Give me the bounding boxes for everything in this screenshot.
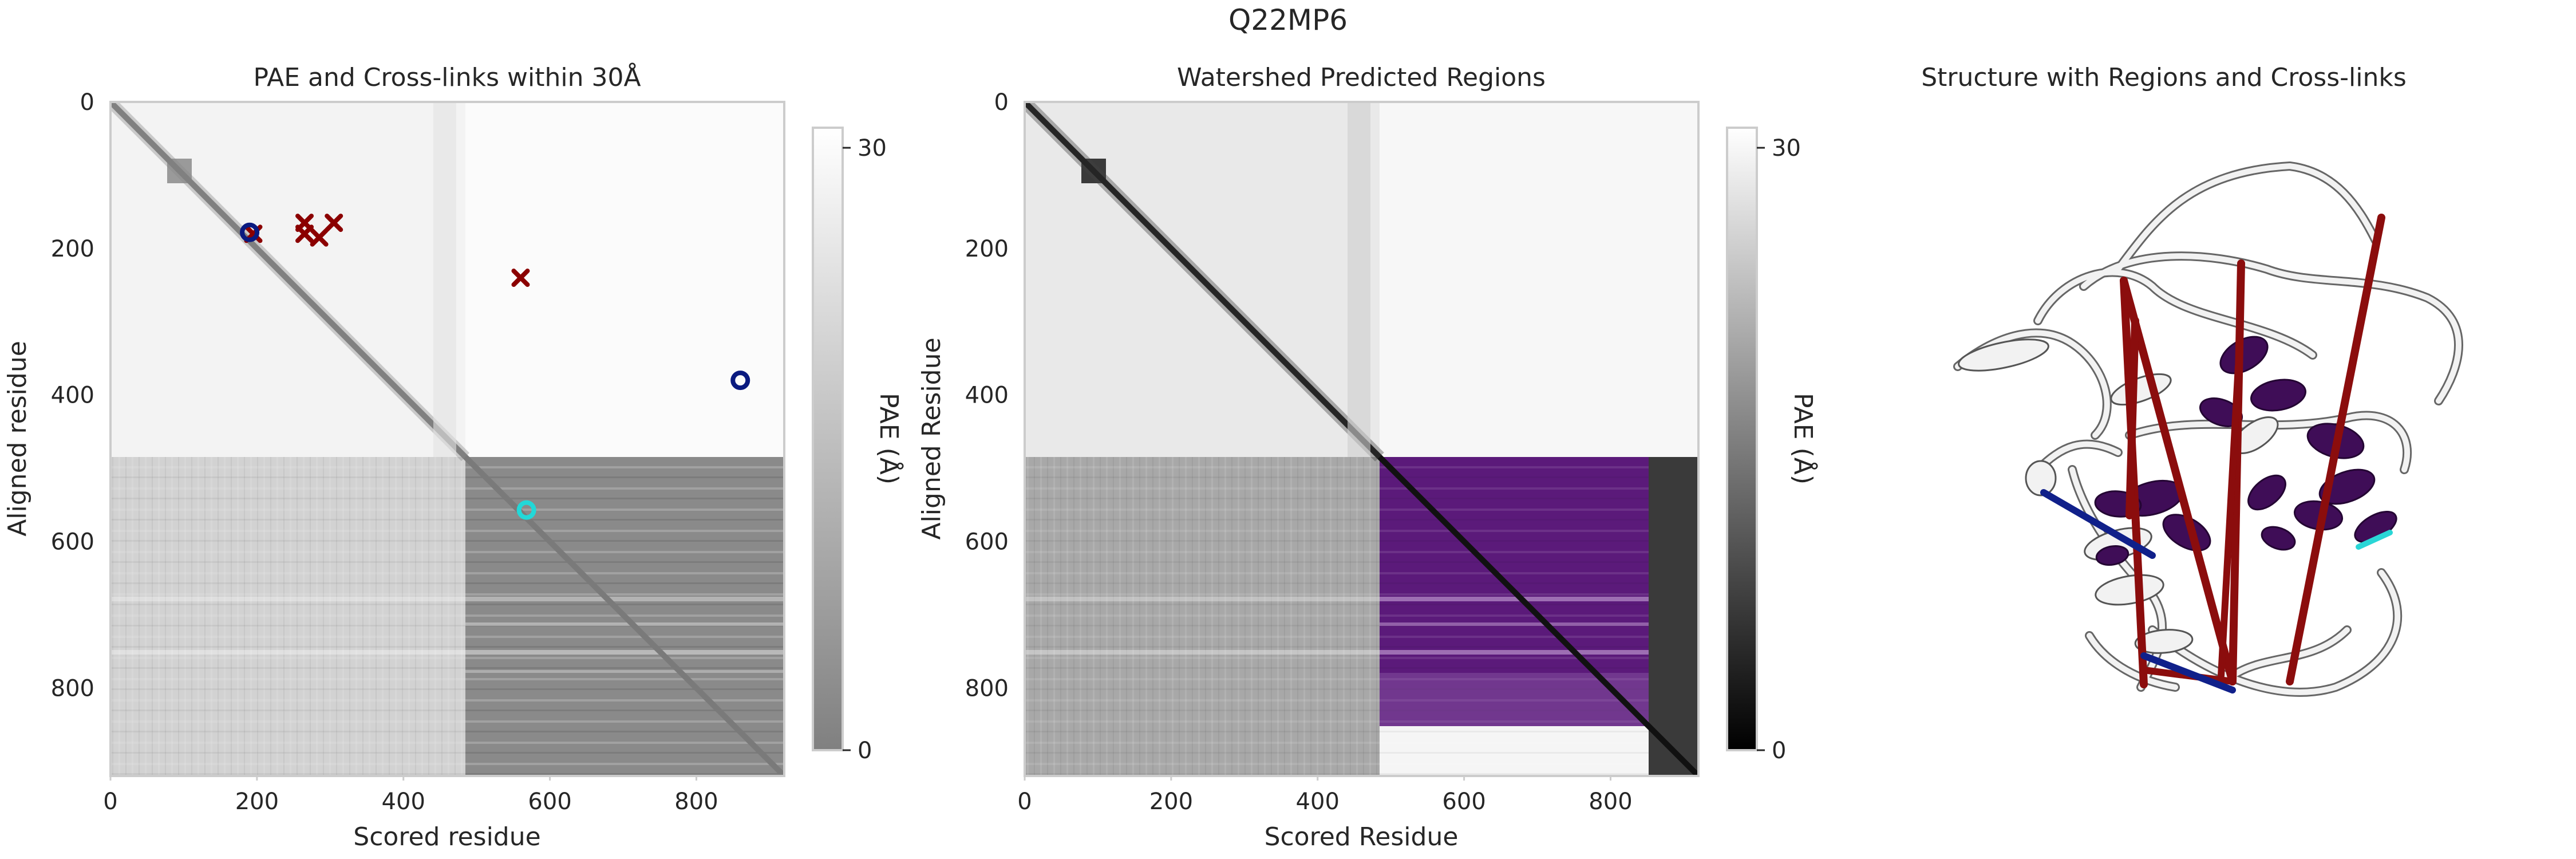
crosslink-x-stroke: [511, 269, 530, 287]
colorbar-tick-label: 0: [858, 738, 872, 764]
y-tick-label: 400: [51, 383, 94, 409]
panel2-ylabel: Aligned Residue: [917, 337, 946, 539]
protein-structure-image: [1953, 161, 2463, 697]
colorbar-1: [812, 127, 844, 751]
x-tick-label: 0: [103, 789, 117, 815]
panel1-xlabel: Scored residue: [353, 822, 540, 852]
crosslink-x-stroke: [295, 224, 314, 243]
crosslink-x-marker-red: [511, 269, 530, 287]
colorbar-2-ticks: 0 30: [1757, 135, 1801, 764]
y-tick-label: 200: [965, 236, 1009, 262]
colorbar-tick-label: 30: [858, 135, 887, 161]
panel2-title: Watershed Predicted Regions: [1177, 63, 1546, 92]
x-tick-label: 0: [1017, 789, 1032, 815]
colorbar-2-label: PAE (Å): [1788, 393, 1819, 484]
y-tick-label: 200: [51, 236, 94, 262]
crosslink-x-marker-red: [295, 224, 314, 243]
pae-heatmap-2-frame: [1024, 101, 1700, 777]
panel3-title: Structure with Regions and Cross-links: [1921, 63, 2407, 92]
colorbar-2: [1726, 127, 1758, 751]
y-tick-label: 800: [51, 675, 94, 702]
crosslink-x-marker-red: [325, 214, 343, 233]
crosslink-markers: [240, 214, 750, 520]
pae-heatmap-2: [1025, 102, 1698, 776]
x-tick-labels-1: 0 200 400 600 800: [103, 776, 718, 815]
x-tick-label: 200: [1149, 789, 1193, 815]
y-tick-labels-1: 0 200 400 600 800: [51, 89, 94, 702]
x-tick-label: 400: [1296, 789, 1340, 815]
x-tick-labels-2: 0 200 400 600 800: [1017, 776, 1633, 815]
y-tick-label: 400: [965, 383, 1009, 409]
crosslink-circle-marker-cyan: [516, 500, 536, 520]
colorbar-1-label: PAE (Å): [874, 393, 904, 484]
watershed-panel: Watershed Predicted Regions 0 200 400 600 8: [917, 63, 1819, 852]
x-tick-label: 400: [382, 789, 425, 815]
y-tick-label: 0: [80, 89, 94, 116]
pae-crosslinks-panel: PAE and Cross-links within 30Å: [3, 62, 904, 852]
pae-heatmap-1: [110, 102, 784, 776]
colorbar-tick-label: 0: [1772, 738, 1786, 764]
crosslink-circle-marker-navy: [240, 222, 260, 242]
y-tick-labels-2: 0 200 400 600 800: [965, 89, 1009, 702]
x-tick-label: 600: [1442, 789, 1485, 815]
crosslink-circle-marker-navy: [730, 371, 750, 391]
colorbar-tick-label: 30: [1772, 135, 1801, 161]
x-tick-label: 800: [1589, 789, 1632, 815]
structure-panel: Structure with Regions and Cross-links: [1921, 63, 2463, 697]
x-tick-label: 600: [528, 789, 571, 815]
x-tick-label: 200: [235, 789, 279, 815]
y-tick-label: 600: [51, 529, 94, 555]
y-tick-label: 600: [965, 529, 1009, 555]
panel1-title: PAE and Cross-links within 30Å: [253, 62, 641, 92]
crosslink-x-stroke: [325, 214, 343, 233]
crosslink-x-stroke: [310, 228, 329, 247]
panel1-ylabel: Aligned residue: [3, 341, 32, 537]
y-tick-label: 800: [965, 675, 1009, 702]
x-tick-label: 800: [674, 789, 718, 815]
crosslink-x-marker-red: [310, 228, 329, 247]
y-tick-label: 0: [994, 89, 1009, 116]
pae-heatmap-1-frame: [109, 101, 785, 777]
figure-title: Q22MP6: [1228, 3, 1348, 37]
panel2-xlabel: Scored Residue: [1265, 822, 1459, 852]
colorbar-1-ticks: 0 30: [843, 135, 887, 764]
